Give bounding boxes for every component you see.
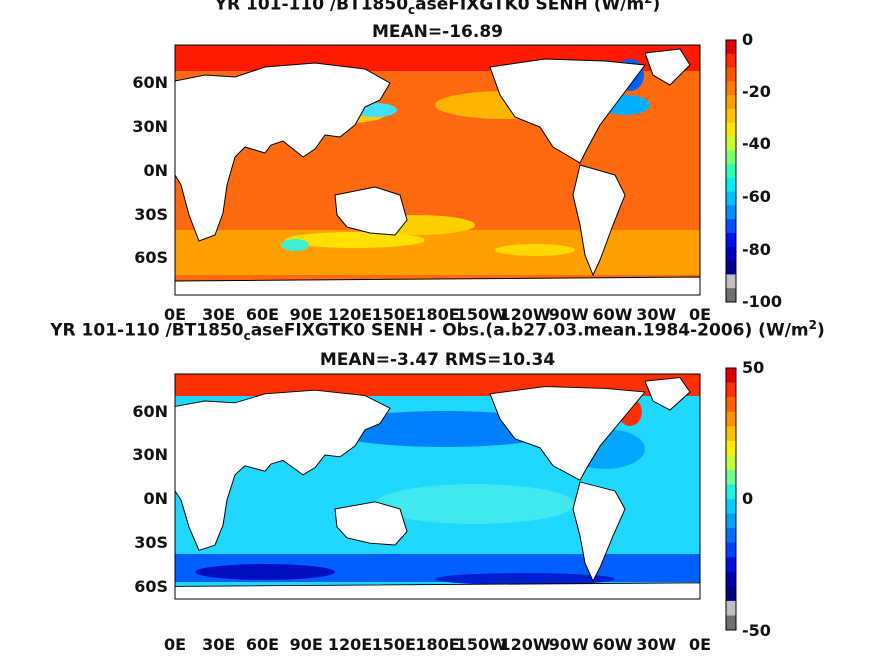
lon-label: 90W: [549, 305, 589, 324]
colorbar-segment: [726, 53, 736, 69]
colorbar-segment: [726, 455, 736, 471]
colorbar-segment: [726, 122, 736, 138]
colorbar-segment: [726, 528, 736, 544]
colorbar-frame: [725, 39, 737, 303]
colorbar-segment: [726, 513, 736, 529]
colorbar-segment: [726, 164, 736, 179]
colorbar-segment: [726, 205, 736, 220]
lat-label: 60S: [134, 577, 168, 596]
lon-label: 0E: [164, 305, 186, 324]
colorbar-tick-label: -40: [742, 134, 771, 153]
lon-label: 120W: [499, 635, 550, 654]
lon-label: 120E: [328, 635, 372, 654]
colorbar-segment: [726, 260, 736, 275]
lon-label: 0E: [689, 305, 711, 324]
lon-label: 60W: [593, 305, 633, 324]
colorbar-segment: [726, 274, 736, 289]
lat-label: 0N: [143, 161, 168, 180]
colorbar-segment: [726, 411, 736, 427]
lon-label: 150W: [456, 305, 507, 324]
colorbar-segment: [726, 150, 736, 165]
colorbar-segment: [726, 233, 736, 248]
lon-label: 90E: [290, 635, 323, 654]
lat-label: 30N: [132, 117, 168, 136]
bottom-map: [174, 374, 701, 600]
lon-label: 150E: [372, 635, 416, 654]
colorbar-tick-label: -80: [742, 240, 771, 259]
lon-label: 60W: [593, 635, 633, 654]
bottom-colorbar: 50 0 -50: [725, 358, 771, 640]
colorbar-tick-label: 0: [742, 489, 753, 508]
colorbar-tick-label: -50: [742, 621, 771, 640]
top-colorbar: 0 -20 -40 -60 -80 -100: [725, 30, 782, 311]
lat-label: 60N: [132, 73, 168, 92]
lon-label: 120E: [328, 305, 372, 324]
colorbar-segment: [726, 67, 736, 82]
lon-label: 150E: [372, 305, 416, 324]
colorbar-tick-label: -100: [742, 292, 782, 311]
colorbar-segment: [726, 499, 736, 515]
lon-label: 30W: [636, 635, 676, 654]
lon-label: 30E: [202, 305, 235, 324]
bottom-subtitle: MEAN=-3.47 RMS=10.34: [319, 350, 556, 370]
colorbar-segment: [726, 382, 736, 398]
colorbar-segment: [726, 95, 736, 110]
colorbar-segment: [726, 426, 736, 442]
colorbar-segment: [726, 177, 736, 193]
colorbar-segment: [726, 288, 736, 303]
colorbar-tick-label: 50: [742, 358, 764, 377]
top-subtitle: MEAN=-16.89: [372, 22, 503, 42]
colorbar-segment: [726, 469, 736, 485]
colorbar-segment: [726, 557, 736, 573]
colorbar-segment: [726, 191, 736, 206]
colorbar-tick-label: 0: [742, 30, 753, 49]
colorbar-segment: [726, 40, 736, 55]
lat-label: 30N: [132, 445, 168, 464]
colorbar-segment: [726, 219, 736, 234]
lon-label: 150W: [456, 635, 507, 654]
colorbar-segment: [726, 108, 736, 124]
lon-label: 90W: [549, 635, 589, 654]
top-title: YR 101-110 /BT1850caseFIXGTK0 SENH (W/m2…: [214, 0, 661, 18]
colorbar-segment: [726, 571, 736, 587]
colorbar-segment: [726, 136, 736, 151]
lon-label: 0E: [164, 635, 186, 654]
colorbar-tick-label: -20: [742, 82, 771, 101]
top-map: [174, 45, 701, 296]
lon-label: 30W: [636, 305, 676, 324]
colorbar-frame: [725, 367, 737, 631]
lat-label: 60S: [134, 248, 168, 267]
lon-label: 120W: [499, 305, 550, 324]
colorbar-segment: [726, 246, 736, 262]
colorbar-segment: [726, 440, 736, 456]
lon-label: 60E: [246, 305, 279, 324]
lon-label: 180E: [415, 635, 459, 654]
colorbar-tick-label: -60: [742, 187, 771, 206]
colorbar-segment: [726, 368, 736, 384]
colorbar-segment: [726, 586, 736, 602]
lat-label: 0N: [143, 489, 168, 508]
lon-label: 0E: [689, 635, 711, 654]
colorbar-segment: [726, 484, 736, 500]
colorbar-segment: [726, 81, 736, 96]
lon-label: 60E: [246, 635, 279, 654]
lon-label: 180E: [415, 305, 459, 324]
lat-label: 60N: [132, 402, 168, 421]
colorbar-segment: [726, 542, 736, 558]
colorbar-segment: [726, 615, 736, 631]
lat-label: 30S: [134, 205, 168, 224]
colorbar-segment: [726, 600, 736, 616]
lon-label: 90E: [290, 305, 323, 324]
bottom-title: YR 101-110 /BT1850caseFIXGTK0 SENH - Obs…: [50, 318, 825, 344]
colorbar-segment: [726, 397, 736, 413]
lon-label: 30E: [202, 635, 235, 654]
lat-label: 30S: [134, 533, 168, 552]
